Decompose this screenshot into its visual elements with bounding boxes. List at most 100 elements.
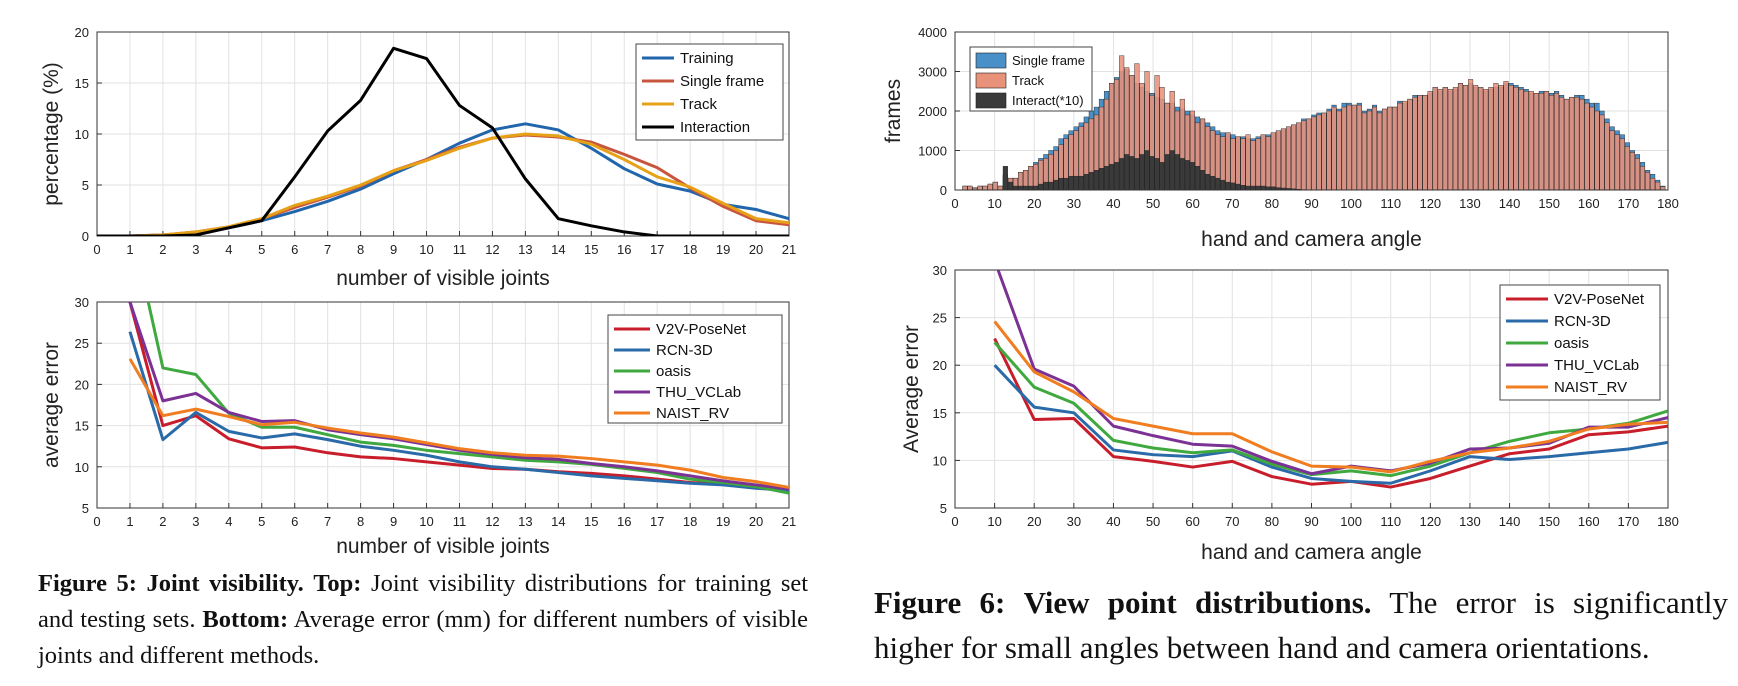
fig6_bottom-series-group <box>993 270 1668 489</box>
bar <box>1301 120 1307 191</box>
fig5_top-legend: Training Single frame Track Interaction <box>635 43 784 141</box>
x-tick-label: 13 <box>518 242 532 257</box>
bar <box>1579 98 1585 191</box>
legend-label: RCN-3D <box>656 342 713 359</box>
fig6_bottom-legend: V2V-PoseNet RCN-3D oasis THU_VCLab NAIST_RV <box>1499 284 1661 401</box>
x-tick-label: 5 <box>258 514 265 529</box>
bar <box>962 185 968 191</box>
figure-5-top-label: Top: <box>313 570 362 597</box>
legend-label: THU_VCLab <box>656 384 741 401</box>
fig5_top-x-axis-label: number of visible joints <box>336 267 550 290</box>
bar <box>1533 93 1539 191</box>
fig5_top-y-axis-label: percentage (%) <box>40 62 63 206</box>
legend-label: Interaction <box>680 119 750 136</box>
y-tick-label: 15 <box>933 406 947 421</box>
x-tick-label: 7 <box>324 242 331 257</box>
legend-label: Single frame <box>680 73 764 90</box>
y-tick-label: 25 <box>75 336 89 351</box>
bar <box>1270 132 1276 191</box>
x-tick-label: 30 <box>1067 514 1081 529</box>
x-tick-label: 160 <box>1578 196 1600 211</box>
bar <box>1260 134 1266 191</box>
x-tick-label: 20 <box>1027 514 1041 529</box>
x-tick-label: 17 <box>650 242 664 257</box>
bar <box>967 185 973 191</box>
series-line-v2v-posenet <box>993 337 1668 489</box>
y-tick-label: 4000 <box>918 25 947 40</box>
legend-label: NAIST_RV <box>1554 379 1627 396</box>
figure-5-title: Joint visibility. <box>146 570 304 597</box>
bar <box>1250 140 1256 191</box>
legend-label: THU_VCLab <box>1554 357 1639 374</box>
bar <box>1194 166 1201 191</box>
bar <box>1569 96 1575 191</box>
fig6_bottom-y-axis-label: Average error <box>900 325 923 453</box>
bar <box>1139 154 1145 191</box>
y-tick-label: 10 <box>75 127 89 142</box>
x-tick-label: 50 <box>1146 514 1160 529</box>
y-tick-label: 25 <box>933 311 947 326</box>
bar <box>1427 91 1433 191</box>
bar <box>1275 130 1281 191</box>
bar <box>997 185 1003 191</box>
bar <box>1645 172 1651 191</box>
y-tick-label: 5 <box>940 501 947 516</box>
bar <box>1265 136 1271 191</box>
bar <box>1518 89 1524 191</box>
bar <box>1483 89 1489 191</box>
legend-swatch <box>975 52 1007 69</box>
legend-label: oasis <box>656 363 691 380</box>
bar <box>1286 126 1292 191</box>
x-tick-label: 130 <box>1459 196 1481 211</box>
bar <box>1093 170 1099 191</box>
bar <box>1554 93 1560 191</box>
bar <box>1083 173 1089 191</box>
bar <box>1280 128 1287 191</box>
bar <box>977 185 983 191</box>
figure-5-label: Figure 5: <box>38 570 137 597</box>
y-tick-label: 15 <box>75 76 89 91</box>
x-tick-label: 180 <box>1657 196 1679 211</box>
x-tick-label: 11 <box>453 242 467 257</box>
bar <box>1068 175 1074 191</box>
bar <box>1073 175 1079 191</box>
bar <box>1655 181 1661 191</box>
figure-6-label: Figure 6: <box>874 585 1006 620</box>
bar <box>1235 136 1241 191</box>
bar <box>1594 110 1600 191</box>
x-tick-label: 17 <box>650 514 664 529</box>
x-tick-label: 150 <box>1538 196 1560 211</box>
series-line-naist-rv <box>993 320 1668 474</box>
bar <box>1144 150 1150 191</box>
bar <box>1417 94 1423 191</box>
bar <box>1200 170 1206 191</box>
x-tick-label: 140 <box>1499 196 1521 211</box>
bar <box>1124 154 1130 191</box>
x-tick-label: 60 <box>1185 514 1199 529</box>
x-tick-label: 100 <box>1340 514 1362 529</box>
fig5_bottom-axes-frame <box>96 301 790 509</box>
fig5_top-axes-frame <box>96 31 790 237</box>
y-tick-label: 15 <box>75 419 89 434</box>
bar <box>1240 138 1246 191</box>
fig5_bottom-y-axis-label: average error <box>40 342 63 468</box>
bar <box>1306 118 1312 191</box>
x-tick-label: 7 <box>324 514 331 529</box>
bar <box>1184 160 1190 191</box>
bar <box>1397 102 1403 191</box>
bar <box>1164 154 1170 191</box>
x-tick-label: 80 <box>1265 514 1279 529</box>
bar <box>1538 93 1544 191</box>
fig6_bottom-axes-frame <box>954 269 1669 509</box>
x-tick-label: 8 <box>357 514 364 529</box>
legend-label: RCN-3D <box>1554 313 1611 330</box>
bar <box>1392 106 1398 191</box>
bar <box>982 185 988 191</box>
bar <box>1169 150 1175 191</box>
figure-6-text: The error is significantly higher for sm… <box>874 585 1729 665</box>
bar <box>1584 102 1590 191</box>
x-tick-label: 2 <box>159 242 166 257</box>
bar <box>1326 110 1332 191</box>
bar <box>1619 138 1625 191</box>
x-tick-label: 0 <box>93 514 100 529</box>
